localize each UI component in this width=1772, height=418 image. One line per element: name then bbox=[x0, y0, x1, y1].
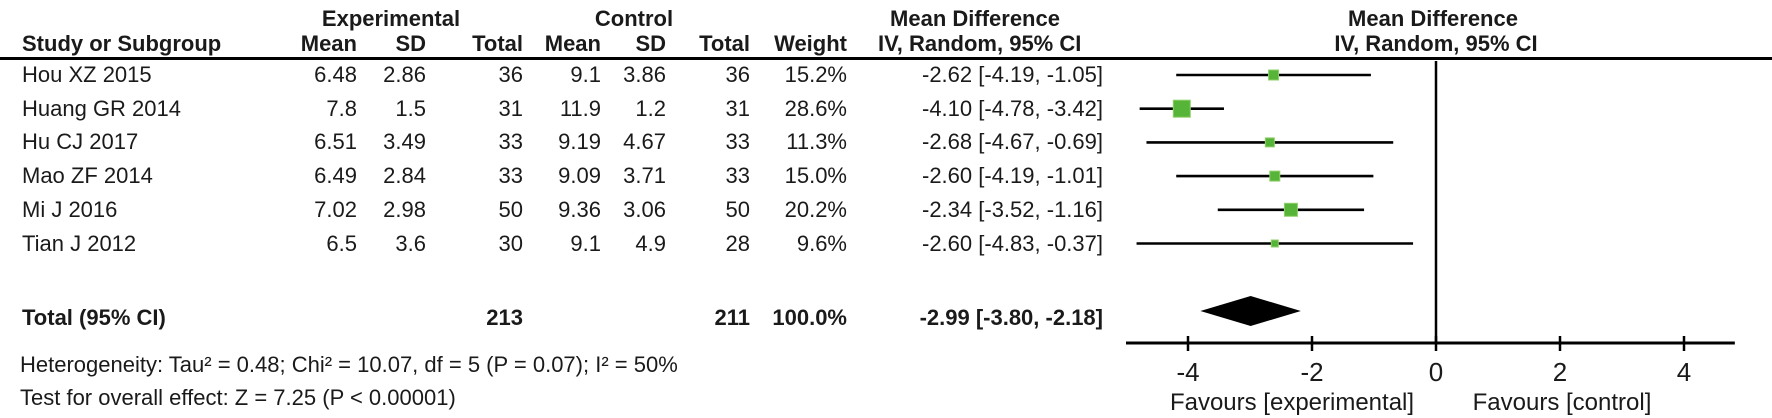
study-name: Tian J 2012 bbox=[22, 231, 137, 256]
ctl-mean: 9.09 bbox=[558, 163, 601, 188]
exp-sd: 2.84 bbox=[383, 163, 426, 188]
heterogeneity-note: Heterogeneity: Tau² = 0.48; Chi² = 10.07… bbox=[20, 352, 678, 377]
exp-total: 33 bbox=[498, 129, 523, 154]
ctl-sd: 4.9 bbox=[635, 231, 666, 256]
study-name: Huang GR 2014 bbox=[22, 96, 181, 121]
overall-effect-note: Test for overall effect: Z = 7.25 (P < 0… bbox=[20, 385, 456, 410]
exp-sd: 3.49 bbox=[383, 129, 426, 154]
mean-marker bbox=[1172, 99, 1191, 118]
exp-sd: 2.98 bbox=[383, 197, 426, 222]
col-header-ctl-total: Total bbox=[699, 31, 750, 56]
ctl-total: 36 bbox=[725, 62, 750, 87]
ctl-mean: 9.36 bbox=[558, 197, 601, 222]
summary-diamond bbox=[1200, 296, 1301, 326]
study-name: Mi J 2016 bbox=[22, 197, 118, 222]
group-header-control: Control bbox=[594, 6, 674, 31]
mean-marker bbox=[1269, 170, 1281, 182]
column-group-mean-difference-text: Mean Difference bbox=[890, 6, 1060, 31]
total-weight: 100.0% bbox=[772, 305, 847, 330]
weight: 28.6% bbox=[784, 96, 847, 121]
md-ci-text: -2.60 [-4.19, -1.01] bbox=[922, 163, 1103, 188]
total-md-ci: -2.99 [-3.80, -2.18] bbox=[919, 305, 1103, 330]
exp-total: 50 bbox=[498, 197, 523, 222]
ctl-total: 31 bbox=[725, 96, 750, 121]
mean-marker bbox=[1283, 202, 1298, 217]
mean-marker bbox=[1264, 137, 1275, 148]
axis-tick-label: -4 bbox=[1176, 357, 1199, 387]
ctl-sd: 3.71 bbox=[623, 163, 666, 188]
ctl-total: 50 bbox=[725, 197, 750, 222]
weight: 20.2% bbox=[784, 197, 847, 222]
ctl-mean: 11.9 bbox=[559, 96, 601, 121]
col-header-study: Study or Subgroup bbox=[22, 31, 222, 56]
axis-tick-label: 0 bbox=[1429, 357, 1443, 387]
ctl-mean: 9.19 bbox=[558, 129, 601, 154]
study-name: Hou XZ 2015 bbox=[22, 62, 152, 87]
total-label: Total (95% CI) bbox=[22, 305, 166, 330]
favours-control-label: Favours [control] bbox=[1473, 389, 1652, 416]
exp-mean: 6.49 bbox=[314, 163, 357, 188]
weight: 15.2% bbox=[784, 62, 847, 87]
ctl-sd: 1.2 bbox=[635, 96, 666, 121]
exp-total: 33 bbox=[498, 163, 523, 188]
plot-header-mean-difference: Mean Difference bbox=[1348, 6, 1518, 31]
md-ci-text: -2.68 [-4.67, -0.69] bbox=[922, 129, 1103, 154]
exp-sd: 3.6 bbox=[395, 231, 426, 256]
exp-mean: 6.5 bbox=[326, 231, 357, 256]
md-ci-text: -4.10 [-4.78, -3.42] bbox=[922, 96, 1103, 121]
axis-tick-label: -2 bbox=[1300, 357, 1323, 387]
ctl-sd: 4.67 bbox=[623, 129, 666, 154]
axis-tick-label: 2 bbox=[1553, 357, 1567, 387]
ctl-mean: 9.1 bbox=[570, 62, 601, 87]
col-header-exp-sd: SD bbox=[395, 31, 426, 56]
col-header-exp-mean: Mean bbox=[300, 31, 357, 56]
md-ci-text: -2.60 [-4.83, -0.37] bbox=[922, 231, 1103, 256]
exp-mean: 7.8 bbox=[326, 96, 357, 121]
total-ctl-total: 211 bbox=[714, 305, 751, 330]
exp-sd: 1.5 bbox=[395, 96, 426, 121]
col-header-ctl-sd: SD bbox=[635, 31, 666, 56]
exp-total: 31 bbox=[498, 96, 523, 121]
plot-header-iv-ci: IV, Random, 95% CI bbox=[1334, 31, 1538, 56]
exp-mean: 6.51 bbox=[314, 129, 357, 154]
exp-sd: 2.86 bbox=[383, 62, 426, 87]
ctl-mean: 9.1 bbox=[570, 231, 601, 256]
exp-mean: 6.48 bbox=[314, 62, 357, 87]
exp-total: 30 bbox=[498, 231, 523, 256]
mean-marker bbox=[1270, 239, 1279, 248]
mean-marker bbox=[1268, 69, 1280, 81]
col-header-iv-ci-text: IV, Random, 95% CI bbox=[878, 31, 1082, 56]
header-rule bbox=[0, 57, 1772, 60]
ctl-total: 33 bbox=[725, 129, 750, 154]
study-name: Mao ZF 2014 bbox=[22, 163, 153, 188]
md-ci-text: -2.62 [-4.19, -1.05] bbox=[922, 62, 1103, 87]
axis-tick-label: 4 bbox=[1677, 357, 1691, 387]
col-header-weight: Weight bbox=[774, 31, 847, 56]
exp-mean: 7.02 bbox=[314, 197, 357, 222]
ctl-total: 28 bbox=[725, 231, 750, 256]
weight: 11.3% bbox=[786, 129, 847, 154]
study-name: Hu CJ 2017 bbox=[22, 129, 139, 154]
exp-total: 36 bbox=[498, 62, 523, 87]
group-header-experimental: Experimental bbox=[321, 6, 461, 31]
total-exp-total: 213 bbox=[486, 305, 523, 330]
favours-experimental-label: Favours [experimental] bbox=[1170, 389, 1414, 416]
weight: 9.6% bbox=[796, 231, 847, 256]
ctl-sd: 3.06 bbox=[623, 197, 666, 222]
ctl-total: 33 bbox=[725, 163, 750, 188]
col-header-ctl-mean: Mean bbox=[544, 31, 601, 56]
md-ci-text: -2.34 [-3.52, -1.16] bbox=[922, 197, 1103, 222]
ctl-sd: 3.86 bbox=[623, 62, 666, 87]
weight: 15.0% bbox=[784, 163, 847, 188]
col-header-exp-total: Total bbox=[472, 31, 523, 56]
